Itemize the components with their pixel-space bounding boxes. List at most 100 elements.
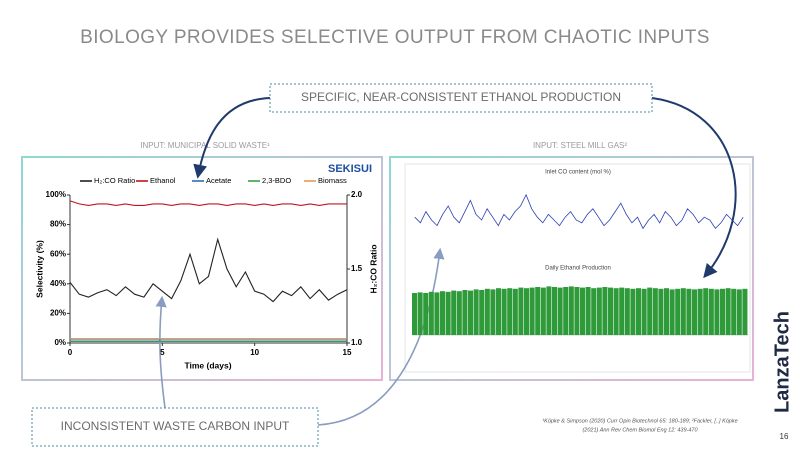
x-tick-label: 15 — [343, 348, 352, 357]
arrow — [651, 97, 737, 279]
bar — [641, 288, 647, 335]
arrow — [317, 247, 445, 426]
bar — [591, 288, 597, 335]
bar — [451, 290, 457, 335]
series-line — [69, 200, 347, 206]
bar — [501, 288, 507, 335]
bar — [496, 288, 502, 335]
bar — [440, 291, 446, 335]
bar — [714, 289, 720, 335]
bar — [512, 288, 518, 335]
bar — [468, 290, 474, 335]
bar — [585, 287, 591, 335]
bar — [658, 288, 664, 335]
chart-area — [404, 163, 751, 373]
bar — [692, 289, 698, 335]
legend-label: Ethanol — [150, 176, 176, 185]
legend-label: Acetate — [206, 176, 231, 185]
callout: SPECIFIC, NEAR-CONSISTENT ETHANOL PRODUC… — [301, 90, 621, 104]
bar — [456, 291, 462, 335]
bar — [669, 289, 675, 335]
bar — [557, 287, 563, 335]
y-tick-label: 40% — [50, 279, 66, 288]
bar — [473, 289, 479, 335]
bar — [619, 287, 625, 335]
bar — [445, 291, 451, 335]
callout-box — [31, 407, 319, 447]
bar — [608, 287, 614, 335]
bar — [518, 287, 524, 335]
bar — [580, 287, 586, 335]
page-number: 16 — [780, 432, 789, 441]
bar — [412, 293, 418, 335]
bar — [680, 288, 686, 335]
bar — [664, 288, 670, 335]
y-tick-label: 20% — [50, 309, 66, 318]
series-line — [414, 193, 744, 230]
y-tick-label: 60% — [50, 249, 66, 258]
callout-box — [269, 83, 653, 113]
bar — [703, 288, 709, 335]
panel-frame — [21, 156, 383, 381]
bar — [524, 288, 530, 335]
bar — [636, 288, 642, 335]
bar — [490, 289, 496, 335]
bar — [725, 288, 731, 335]
brand: LanzaTech — [771, 311, 793, 413]
arrow — [155, 295, 167, 409]
chart-title: Daily Ethanol Production — [545, 266, 611, 272]
bar — [708, 288, 714, 335]
bar — [563, 287, 569, 335]
y-axis-label: Selectivity (%) — [34, 240, 44, 298]
bar — [428, 291, 434, 335]
y2-tick-label: 1.5 — [351, 264, 363, 273]
footnote: ¹Köpke & Simpson (2020) Curr Opin Biotec… — [542, 418, 737, 424]
bar — [552, 287, 558, 335]
bar — [417, 292, 423, 335]
panel-label: INPUT: MUNICIPAL SOLID WASTE¹ — [140, 141, 270, 150]
x-tick-label: 10 — [250, 348, 259, 357]
bar — [529, 287, 535, 335]
bar — [652, 288, 658, 335]
y2-tick-label: 1.0 — [351, 338, 363, 347]
bar — [697, 288, 703, 335]
bar — [742, 288, 748, 335]
bar — [602, 287, 608, 335]
bar — [736, 289, 742, 335]
bar — [630, 288, 636, 335]
y2-tick-label: 2.0 — [351, 190, 363, 199]
bar — [462, 290, 468, 335]
bar — [686, 288, 692, 335]
x-axis-label: Time (days) — [184, 360, 231, 370]
bar — [624, 288, 630, 335]
bar — [423, 293, 429, 335]
bar — [507, 288, 513, 335]
bar — [546, 286, 552, 335]
bar — [613, 288, 619, 335]
bar — [647, 287, 653, 335]
bar — [675, 288, 681, 335]
callout: INCONSISTENT WASTE CARBON INPUT — [61, 419, 290, 433]
bar — [484, 288, 490, 335]
bar — [540, 287, 546, 335]
bar — [720, 288, 726, 335]
legend-label: Biomass — [318, 176, 347, 185]
bar — [479, 290, 485, 335]
arrow — [193, 97, 271, 179]
footnote: (2021) Ann Rev Chem Biomol Eng 12: 439-4… — [582, 427, 698, 433]
series-line — [69, 237, 348, 303]
y-tick-label: 80% — [50, 220, 66, 229]
y-tick-label: 0% — [54, 338, 66, 347]
x-tick-label: 0 — [68, 348, 73, 357]
bar — [434, 292, 440, 335]
panel-frame — [389, 156, 754, 381]
panel-label: INPUT: STEEL MILL GAS² — [533, 141, 627, 150]
y-tick-label: 100% — [46, 190, 66, 199]
bar — [596, 287, 602, 335]
logo: SEKISUI — [328, 163, 372, 175]
bar — [731, 288, 737, 335]
bar — [574, 287, 580, 335]
bar — [568, 286, 574, 335]
slide-title: BIOLOGY PROVIDES SELECTIVE OUTPUT FROM C… — [80, 27, 710, 48]
